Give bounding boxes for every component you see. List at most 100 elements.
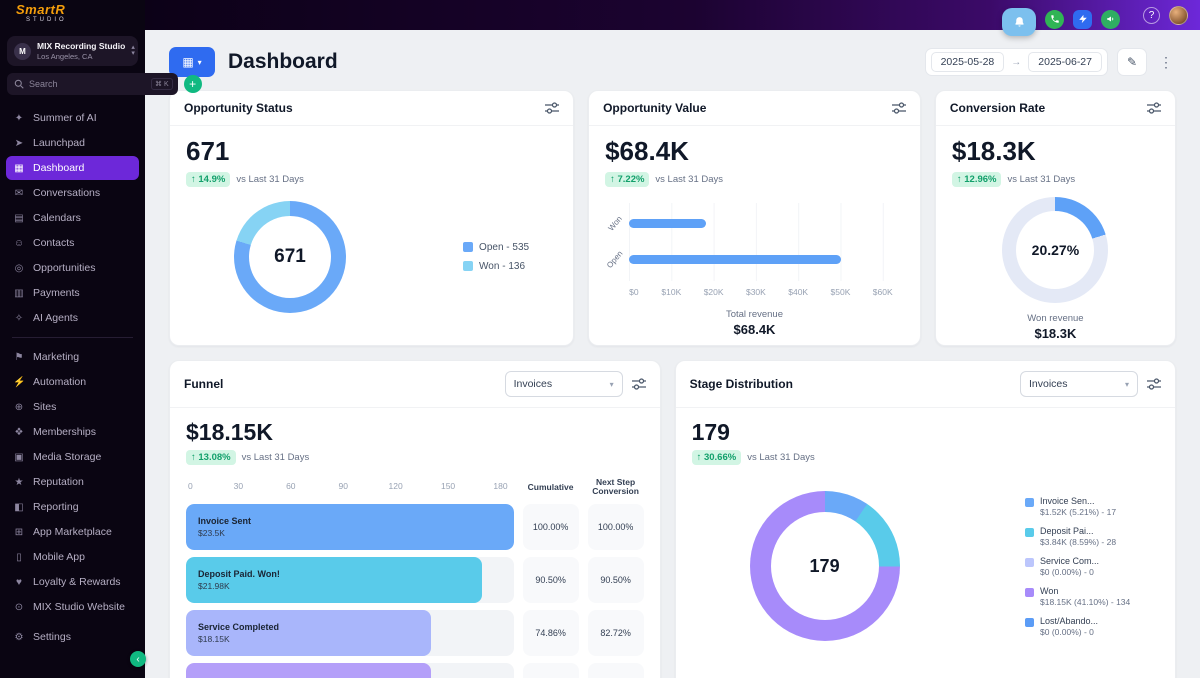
date-end[interactable]: 2025-06-27 (1028, 52, 1102, 72)
phone-icon (1050, 15, 1059, 23)
conversion-rate-value: $18.3K (951, 136, 1036, 166)
sidebar-item-ai-agents[interactable]: ✧ AI Agents (6, 306, 139, 330)
sidebar-item-conversations[interactable]: ✉ Conversations (6, 181, 139, 205)
sidebar-item-settings[interactable]: ⚙ Settings (6, 625, 139, 649)
search-input[interactable] (29, 79, 146, 89)
card-opportunity-status: Opportunity Status 671 ↑ 14.9% vs Last 3… (169, 90, 575, 346)
user-avatar[interactable] (1169, 5, 1188, 25)
sidebar-item-label: Loyalty & Rewards (33, 576, 121, 588)
bell-icon (1014, 16, 1024, 27)
sidebar-item-calendars[interactable]: ▤ Calendars (6, 206, 139, 230)
sidebar-item-label: Memberships (33, 426, 97, 438)
cumulative-pill: 74.86% (522, 610, 579, 657)
filter-sliders-icon[interactable] (891, 102, 906, 114)
legend-swatch (1025, 617, 1034, 627)
sidebar-item-payments[interactable]: ▥ Payments (6, 281, 139, 305)
legend-swatch (1025, 557, 1034, 567)
delta-caption: vs Last 31 Days (1007, 173, 1076, 185)
sidebar-item-label: Settings (33, 631, 71, 643)
next-step-pill: 82.72% (587, 610, 644, 657)
search-icon (14, 79, 24, 89)
globe-icon: ⊕ (14, 401, 24, 413)
delta-badge: ↑ 12.96% (951, 171, 1002, 187)
sidebar-item-label: App Marketplace (33, 526, 112, 538)
sidebar-search-row: ⌘ K + (7, 73, 202, 95)
sidebar-item-label: Conversations (33, 187, 101, 199)
next-step-column-header: Next Step Conversion (592, 476, 639, 497)
rocket-icon: ➤ (14, 137, 24, 149)
megaphone-icon (1106, 16, 1113, 22)
legend-value: $3.84K (8.59%) - 28 (1040, 536, 1117, 547)
sidebar-item-loyalty-rewards[interactable]: ♥ Loyalty & Rewards (6, 570, 139, 594)
filter-sliders-icon[interactable] (631, 378, 646, 390)
legend-item: Lost/Abando... $0 (0.00%) - 0 (1025, 616, 1153, 637)
x-axis: $0 $10K $20K $30K $40K $50K $60K (629, 286, 893, 297)
funnel-stage-value: $23.5K (198, 528, 225, 539)
chat-icon: ✉ (14, 187, 24, 199)
sidebar-item-reporting[interactable]: ◧ Reporting (6, 495, 139, 519)
sidebar-item-label: AI Agents (33, 312, 78, 324)
filter-sliders-icon[interactable] (1147, 102, 1161, 114)
account-switcher[interactable]: M MIX Recording Studio Los Angeles, CA ▴… (7, 36, 138, 66)
sidebar-item-label: Mobile App (33, 551, 85, 563)
legend-swatch (1025, 587, 1034, 597)
sidebar-item-mobile-app[interactable]: ▯ Mobile App (6, 545, 139, 569)
date-range-picker[interactable]: 2025-05-28 → 2025-06-27 (924, 48, 1108, 76)
sidebar-item-launchpad[interactable]: ➤ Launchpad (6, 131, 139, 155)
opportunity-status-value: 671 (186, 136, 230, 166)
dashboard-grid-icon: ▦ (14, 162, 24, 174)
funnel-stage-value: $18.15K (198, 634, 230, 645)
legend-value: $18.15K (41.10%) - 134 (1040, 596, 1131, 607)
search-box[interactable]: ⌘ K (7, 73, 178, 95)
sidebar-item-label: Payments (33, 287, 80, 299)
phone-button[interactable] (1045, 9, 1064, 29)
account-name: MIX Recording Studio (37, 41, 126, 51)
card-title: Conversion Rate (949, 101, 1046, 115)
add-button[interactable]: + (183, 75, 202, 93)
sidebar-item-label: Sites (33, 401, 57, 413)
sidebar-item-contacts[interactable]: ☺ Contacts (6, 231, 139, 255)
sidebar-item-memberships[interactable]: ❖ Memberships (6, 420, 139, 444)
footer-label: Won revenue (1027, 312, 1084, 324)
sidebar-item-sites[interactable]: ⊕ Sites (6, 395, 139, 419)
help-button[interactable]: ? (1143, 6, 1160, 24)
sidebar-item-label: Launchpad (33, 137, 85, 149)
funnel-bar: Deposit Paid. Won! $21.98K (186, 557, 483, 604)
filter-sliders-icon[interactable] (1147, 378, 1161, 390)
date-start[interactable]: 2025-05-28 (930, 52, 1005, 72)
sidebar-item-label: Reporting (33, 501, 79, 513)
sidebar-item-marketing[interactable]: ⚑ Marketing (6, 345, 139, 369)
sidebar-collapse-button[interactable]: ‹ (130, 651, 146, 667)
cumulative-pill: 90.50% (522, 557, 579, 604)
sidebar-item-automation[interactable]: ⚡ Automation (6, 370, 139, 394)
filter-sliders-icon[interactable] (545, 102, 560, 114)
sidebar-item-summer-of-ai[interactable]: ✦ Summer of AI (6, 106, 139, 130)
ai-assistant-button[interactable] (1073, 9, 1092, 29)
stage-pipeline-select[interactable]: Invoices ▾ (1020, 371, 1138, 397)
sidebar-item-label: Summer of AI (33, 112, 97, 124)
notifications-button[interactable] (1002, 8, 1036, 36)
card-title: Opportunity Status (184, 101, 293, 115)
delta-badge: ↑ 13.08% (186, 450, 236, 466)
legend-label: Open - 535 (479, 241, 530, 253)
stage-distribution-legend: Invoice Sen... $1.52K (5.21%) - 17 Depos… (1025, 496, 1153, 637)
sidebar-item-mix-studio-website[interactable]: ⊙ MIX Studio Website (6, 595, 139, 619)
sidebar-item-media-storage[interactable]: ▣ Media Storage (6, 445, 139, 469)
page-header: ▦ ▾ Dashboard 2025-05-28 → 2025-06-27 ✎ … (169, 47, 1176, 77)
more-options-button[interactable]: ⋮ (1159, 53, 1173, 70)
sidebar-item-opportunities[interactable]: ◎ Opportunities (6, 256, 139, 280)
delta-badge: ↑ 30.66% (691, 450, 742, 466)
dashboard-switcher-button[interactable]: ▦ ▾ (169, 47, 215, 77)
announcements-button[interactable] (1101, 9, 1120, 29)
card-conversion-rate: Conversion Rate $18.3K ↑ 12.96% vs Last … (934, 90, 1176, 346)
legend-label: Invoice Sen... (1040, 495, 1095, 506)
funnel-pipeline-select[interactable]: Invoices ▾ (504, 371, 623, 397)
funnel-stage-name: Deposit Paid. Won! (198, 569, 280, 580)
sidebar-item-label: Marketing (33, 351, 80, 363)
sidebar-item-app-marketplace[interactable]: ⊞ App Marketplace (6, 520, 139, 544)
sidebar-item-reputation[interactable]: ★ Reputation (6, 470, 139, 494)
card-funnel: Funnel Invoices ▾ $18.15K ↑ 13.08% vs La… (169, 360, 661, 678)
edit-dashboard-button[interactable]: ✎ (1117, 48, 1147, 76)
topbar: ? (145, 0, 1200, 36)
sidebar-item-dashboard[interactable]: ▦ Dashboard (6, 156, 139, 180)
